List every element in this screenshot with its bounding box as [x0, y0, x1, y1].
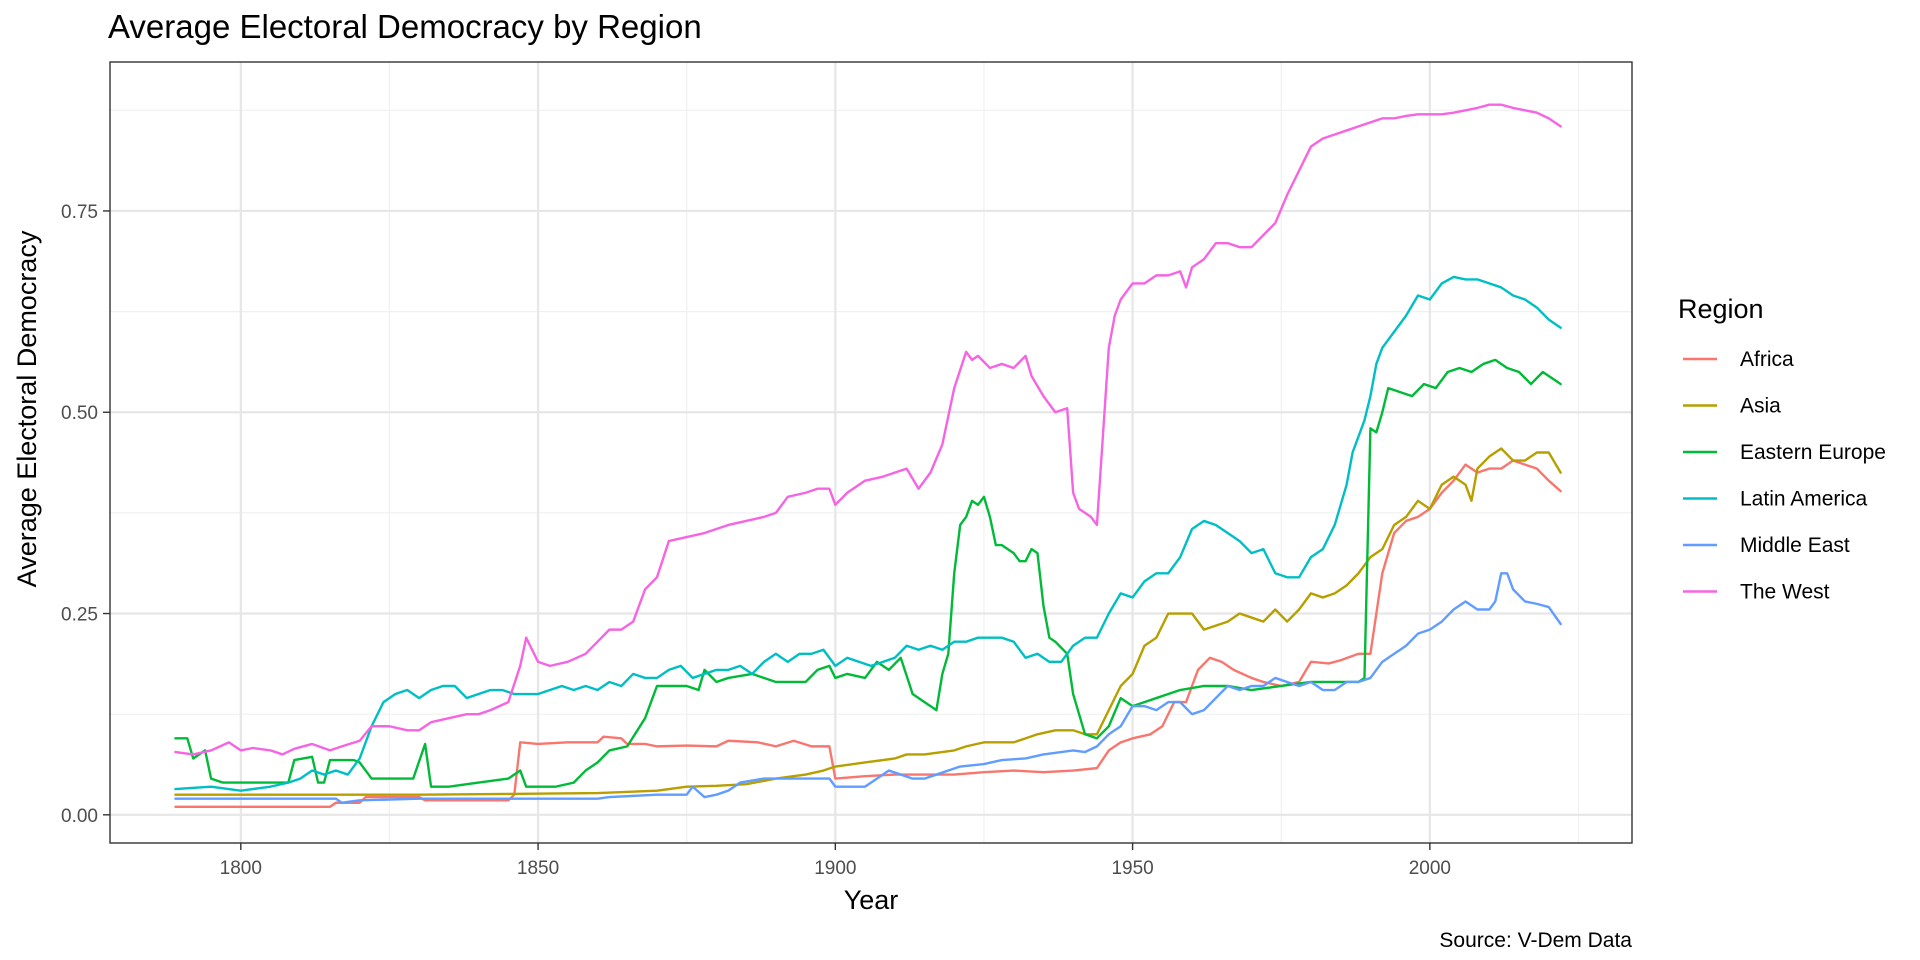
x-tick-label: 1900	[814, 858, 856, 879]
legend-label-middle-east: Middle East	[1740, 534, 1850, 557]
y-axis: 0.00 0.25 0.50 0.75	[61, 202, 110, 827]
legend-title: Region	[1678, 294, 1764, 324]
legend: Region Africa Asia Eastern Europe Latin Ame…	[1678, 294, 1886, 604]
chart-caption: Source: V-Dem Data	[1439, 929, 1632, 952]
legend-label-the-west: The West	[1740, 581, 1830, 604]
legend-item-the-west: The West	[1683, 581, 1830, 604]
legend-items: Africa Asia Eastern Europe Latin America Mid…	[1683, 348, 1886, 604]
x-axis: 1800 1850 1900 1950 2000	[220, 843, 1451, 879]
x-tick-label: 1850	[517, 858, 559, 879]
series-line-middle-east	[174, 572, 1562, 804]
series-line-asia	[174, 447, 1562, 796]
legend-item-middle-east: Middle East	[1683, 534, 1850, 557]
series-line-africa	[174, 459, 1562, 808]
y-tick-label: 0.75	[61, 202, 98, 223]
legend-label-africa: Africa	[1740, 348, 1794, 371]
series-lines	[174, 103, 1562, 808]
x-axis-title: Year	[844, 885, 899, 915]
y-tick-label: 0.50	[61, 403, 98, 424]
y-axis-title: Average Electoral Democracy	[12, 230, 42, 587]
series-line-latin-america	[174, 275, 1562, 792]
plot-panel-border	[109, 61, 1633, 844]
grid-lines	[110, 62, 1632, 843]
series-line-the-west	[174, 103, 1562, 756]
x-tick-label: 1950	[1111, 858, 1153, 879]
legend-item-eastern-europe: Eastern Europe	[1683, 441, 1886, 464]
legend-label-latin-america: Latin America	[1740, 488, 1868, 511]
series-line-eastern-europe	[174, 358, 1562, 788]
legend-label-asia: Asia	[1740, 395, 1781, 418]
legend-label-eastern-europe: Eastern Europe	[1740, 441, 1886, 464]
y-tick-label: 0.25	[61, 605, 98, 626]
chart-title: Average Electoral Democracy by Region	[108, 8, 702, 45]
x-tick-label: 2000	[1409, 858, 1451, 879]
legend-item-africa: Africa	[1683, 348, 1794, 371]
x-tick-label: 1800	[220, 858, 262, 879]
legend-item-asia: Asia	[1683, 395, 1781, 418]
legend-item-latin-america: Latin America	[1683, 488, 1868, 511]
y-tick-label: 0.00	[61, 806, 98, 827]
